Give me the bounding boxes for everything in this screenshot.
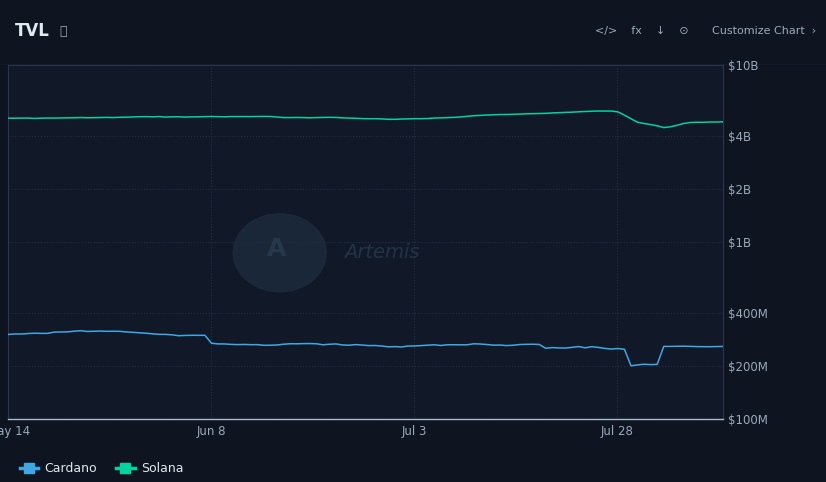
Text: A: A <box>267 237 286 261</box>
Ellipse shape <box>233 214 326 292</box>
Text: ⓘ: ⓘ <box>59 25 67 38</box>
Text: Artemis: Artemis <box>344 243 420 262</box>
Text: TVL: TVL <box>15 22 50 40</box>
Text: </>    fx    ↓    ⊙: </> fx ↓ ⊙ <box>595 26 688 36</box>
Text: Customize Chart  ›: Customize Chart › <box>712 26 816 36</box>
Legend: Cardano, Solana: Cardano, Solana <box>15 457 188 481</box>
